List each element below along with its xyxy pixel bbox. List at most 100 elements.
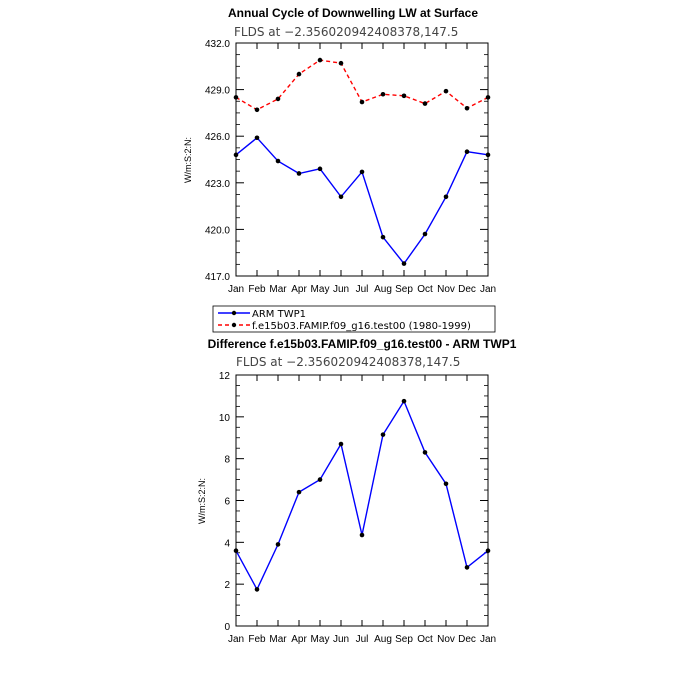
data-point — [464, 149, 470, 155]
x-tick-label: May — [311, 634, 330, 645]
x-tick-label: Nov — [437, 634, 455, 645]
data-point — [380, 432, 386, 437]
chart-top-subtitle: FLDS at −2.356020942408378,147.5 — [234, 25, 458, 39]
x-tick-label: Oct — [417, 634, 433, 645]
data-point — [443, 88, 449, 94]
data-point — [296, 171, 302, 176]
data-point — [359, 169, 365, 175]
data-point — [338, 441, 344, 447]
x-tick-label: Aug — [374, 284, 392, 295]
data-point — [233, 95, 239, 100]
legend-label-model: f.e15b03.FAMIP.f09_g16.test00 (1980-1999… — [252, 321, 471, 332]
x-tick-label: Mar — [269, 634, 287, 645]
chart-top-frame — [235, 42, 489, 277]
legend: ARM TWP1 f.e15b03.FAMIP.f09_g16.test00 (… — [212, 305, 496, 333]
data-point — [338, 60, 344, 66]
x-tick-label: Sep — [395, 284, 413, 295]
data-point — [233, 152, 239, 158]
data-point — [443, 481, 449, 487]
data-point — [275, 96, 281, 102]
data-point — [464, 565, 470, 570]
data-point — [422, 101, 428, 106]
chart-top-axes: Jan Feb Mar Apr May Jun Jul Aug Sep Oct Nov Dec Jan4… — [205, 39, 496, 295]
data-point — [422, 450, 428, 455]
x-tick-label: Feb — [248, 284, 266, 295]
legend-box — [212, 305, 496, 333]
x-tick-label: Mar — [269, 284, 287, 295]
data-point — [317, 57, 323, 63]
data-point — [338, 194, 344, 200]
data-point — [296, 71, 302, 77]
data-point — [254, 587, 260, 592]
data-point — [380, 91, 386, 97]
x-tick-label: Nov — [437, 284, 455, 295]
data-point — [401, 398, 407, 404]
y-tick-label: 10 — [219, 413, 231, 424]
y-tick-label: 426.0 — [205, 132, 230, 143]
x-tick-label: Oct — [417, 284, 433, 295]
chart-bottom-plot — [233, 398, 491, 592]
data-point — [485, 95, 491, 100]
y-tick-label: 417.0 — [205, 272, 230, 283]
y-tick-label: 429.0 — [205, 86, 230, 97]
y-tick-label: 0 — [224, 622, 230, 633]
x-tick-label: Apr — [291, 634, 307, 645]
data-point — [359, 532, 365, 538]
chart-top-plot — [233, 57, 491, 266]
data-point — [233, 548, 239, 553]
data-point — [464, 105, 470, 111]
chart-top-ylabel: W/m:S:2:N: — [183, 137, 193, 183]
data-point — [254, 135, 260, 141]
x-tick-label: Feb — [248, 634, 266, 645]
series-line-0 — [235, 399, 489, 591]
data-point — [317, 477, 323, 482]
y-tick-label: 6 — [224, 497, 230, 508]
x-tick-label: Aug — [374, 634, 392, 645]
y-tick-label: 4 — [224, 538, 230, 549]
x-tick-label: Jun — [333, 634, 349, 645]
series-line-0 — [235, 136, 489, 265]
data-point — [359, 99, 365, 105]
data-point — [275, 158, 281, 164]
data-point — [485, 548, 491, 553]
x-tick-label: Jan — [228, 284, 244, 295]
x-tick-label: Jan — [228, 634, 244, 645]
x-tick-label: Jun — [333, 284, 349, 295]
y-tick-label: 420.0 — [205, 225, 230, 236]
data-point — [443, 194, 449, 200]
data-point — [401, 261, 407, 266]
data-point — [296, 489, 302, 495]
legend-marker-arm — [231, 310, 237, 316]
data-point — [485, 152, 491, 158]
x-tick-label: Apr — [291, 284, 307, 295]
x-tick-label: Jan — [480, 634, 496, 645]
data-point — [401, 93, 407, 99]
chart-bottom-ylabel: W/m:S:2:N: — [197, 478, 207, 524]
x-tick-label: May — [311, 284, 330, 295]
x-tick-label: Jan — [480, 284, 496, 295]
data-point — [380, 234, 386, 240]
x-tick-label: Dec — [458, 634, 476, 645]
chart-bottom-title: Difference f.e15b03.FAMIP.f09_g16.test00… — [208, 337, 517, 351]
x-tick-label: Dec — [458, 284, 476, 295]
chart-bottom-subtitle: FLDS at −2.356020942408378,147.5 — [236, 355, 460, 369]
chart-top-title: Annual Cycle of Downwelling LW at Surfac… — [228, 6, 478, 20]
legend-marker-model — [231, 322, 237, 328]
data-point — [254, 107, 260, 113]
data-point — [422, 231, 428, 237]
y-tick-label: 432.0 — [205, 39, 230, 50]
y-tick-label: 12 — [219, 371, 231, 382]
y-tick-label: 2 — [224, 580, 230, 591]
chart-bottom-axes: Jan Feb Mar Apr May Jun Jul Aug Sep Oct Nov Dec Jan0… — [219, 371, 496, 645]
legend-label-arm: ARM TWP1 — [252, 309, 306, 320]
x-tick-label: Jul — [356, 284, 369, 295]
y-tick-label: 8 — [224, 455, 230, 466]
y-tick-label: 423.0 — [205, 179, 230, 190]
x-tick-label: Sep — [395, 634, 413, 645]
chart-top: Annual Cycle of Downwelling LW at Surfac… — [183, 6, 496, 333]
x-tick-label: Jul — [356, 634, 369, 645]
chart-bottom: Difference f.e15b03.FAMIP.f09_g16.test00… — [197, 337, 517, 645]
data-point — [275, 542, 281, 547]
data-point — [317, 166, 323, 172]
